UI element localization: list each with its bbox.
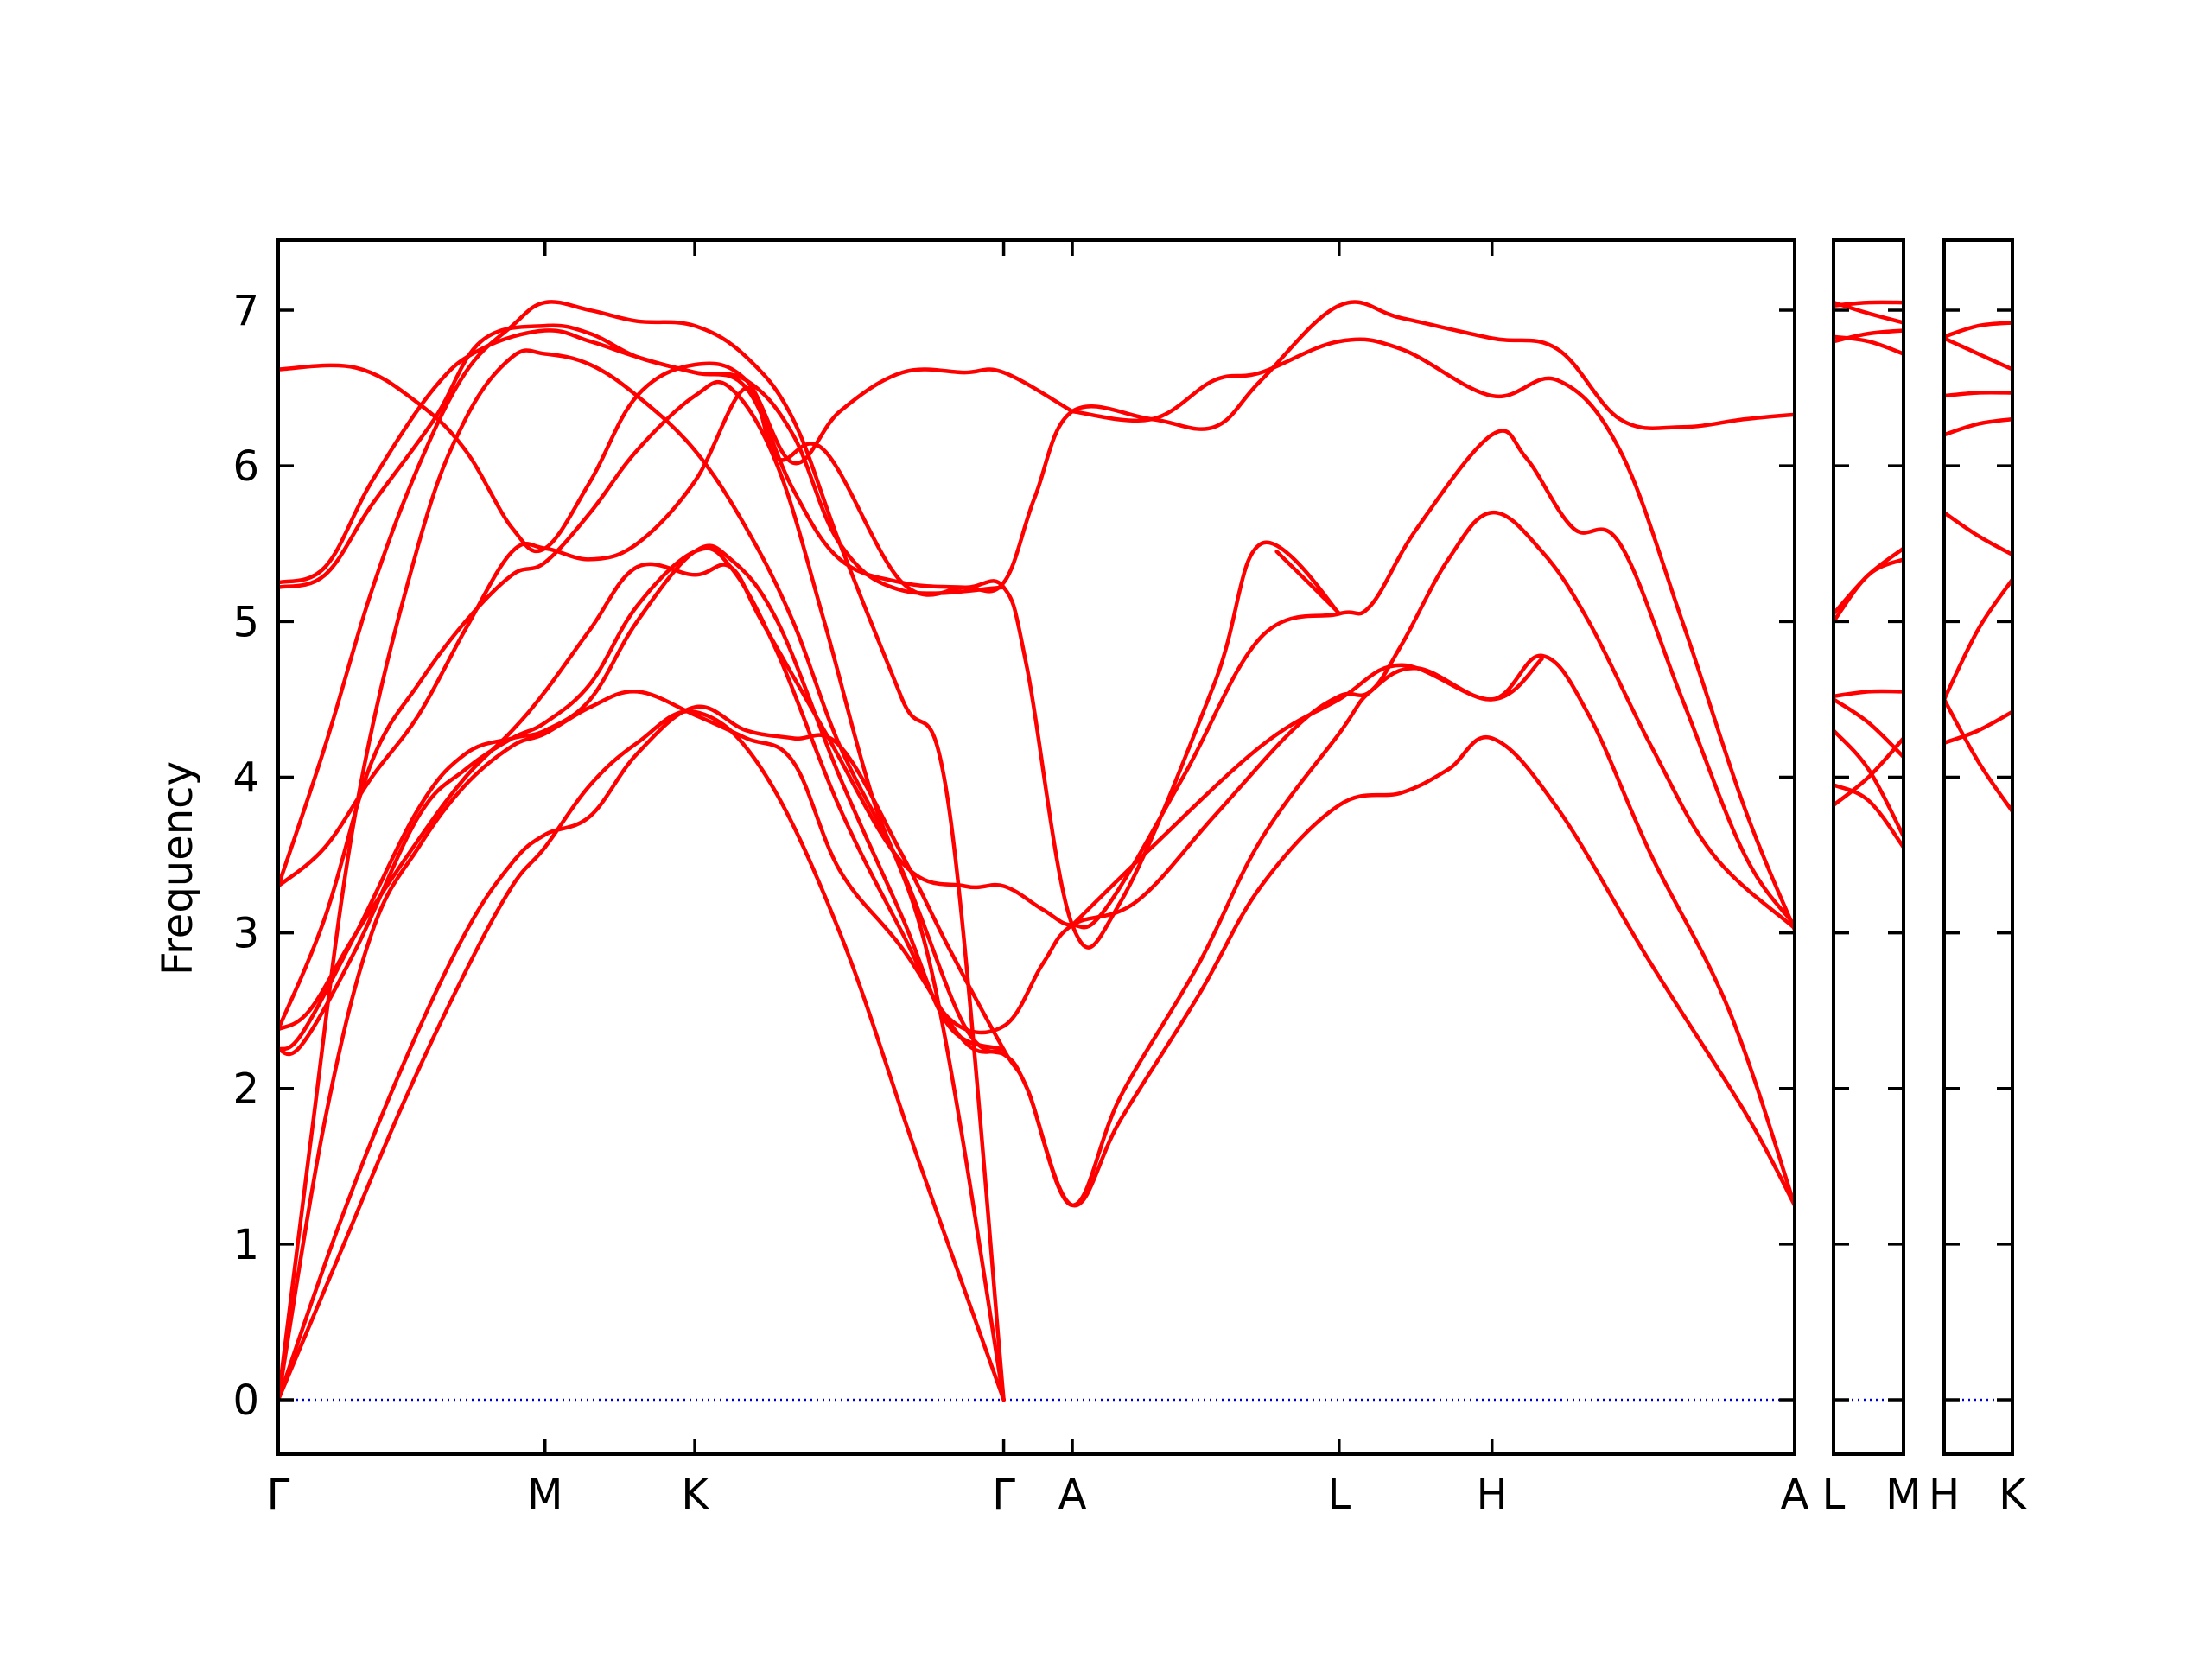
band-line-1: [1944, 709, 2012, 746]
panel-frame: [1942, 238, 2014, 1456]
kpoint-label: L: [1822, 1471, 1846, 1519]
kpoint-label: Γ: [267, 1471, 290, 1519]
y-tick-label: 7: [232, 287, 259, 335]
bands: [1834, 300, 1904, 849]
band-line-8: [1834, 328, 1904, 344]
kpoint-label: H: [1477, 1471, 1508, 1519]
y-tick-label: 4: [232, 753, 259, 802]
band-line-4: [278, 543, 1006, 1052]
band-line-12: [278, 300, 1006, 1402]
band-line-7: [278, 379, 1006, 1402]
band-line-3: [1834, 728, 1904, 839]
y-tick-label: 2: [232, 1065, 259, 1114]
y-tick-label: 6: [232, 442, 259, 491]
band-line-5: [278, 510, 1795, 1057]
band-line-3: [278, 653, 1795, 1402]
band-line-15: [1070, 657, 1544, 927]
band-line-11: [1834, 300, 1904, 325]
kpoint-label: Γ: [992, 1471, 1015, 1519]
band-line-4: [1834, 697, 1904, 760]
y-axis-label: Frequency: [154, 761, 202, 976]
panel-frame: [1832, 238, 1905, 1456]
band-line-1: [278, 709, 1006, 1402]
y-tick-label: 5: [232, 598, 259, 646]
band-line-7: [1834, 546, 1904, 616]
kpoint-label: M: [1885, 1471, 1921, 1519]
kpoint-label: K: [681, 1471, 709, 1519]
bands: [1944, 321, 2012, 814]
band-line-13: [278, 348, 1006, 1402]
y-tick-label: 3: [232, 910, 259, 958]
y-tick-label: 0: [232, 1376, 259, 1425]
kpoint-label: K: [1999, 1471, 2027, 1519]
kpoint-label: A: [1058, 1471, 1087, 1519]
band-line-5: [1834, 689, 1904, 699]
band-line-2: [1944, 697, 2012, 814]
kpoint-label: A: [1781, 1471, 1809, 1519]
band-line-9: [1834, 334, 1904, 356]
kpoint-label: M: [527, 1471, 563, 1519]
band-line-4: [1944, 510, 2012, 557]
band-line-14: [1070, 337, 1795, 932]
band-line-11: [278, 361, 1075, 554]
panel-frame: [276, 238, 1796, 1456]
bands: [278, 300, 1795, 1402]
band-line-10: [278, 328, 1006, 595]
kpoint-label: H: [1929, 1471, 1960, 1519]
band-line-2: [278, 704, 1795, 1402]
band-line-5: [1944, 416, 2012, 437]
y-tick-label: 1: [232, 1221, 259, 1269]
band-line-2: [1834, 783, 1904, 849]
band-line-7: [1944, 336, 2012, 372]
band-line-6: [1834, 557, 1904, 624]
band-line-8: [1944, 321, 2012, 339]
band-line-6: [1944, 390, 2012, 398]
band-line-3: [1944, 577, 2012, 702]
band-line-6: [278, 429, 1795, 1032]
kpoint-label: L: [1327, 1471, 1351, 1519]
